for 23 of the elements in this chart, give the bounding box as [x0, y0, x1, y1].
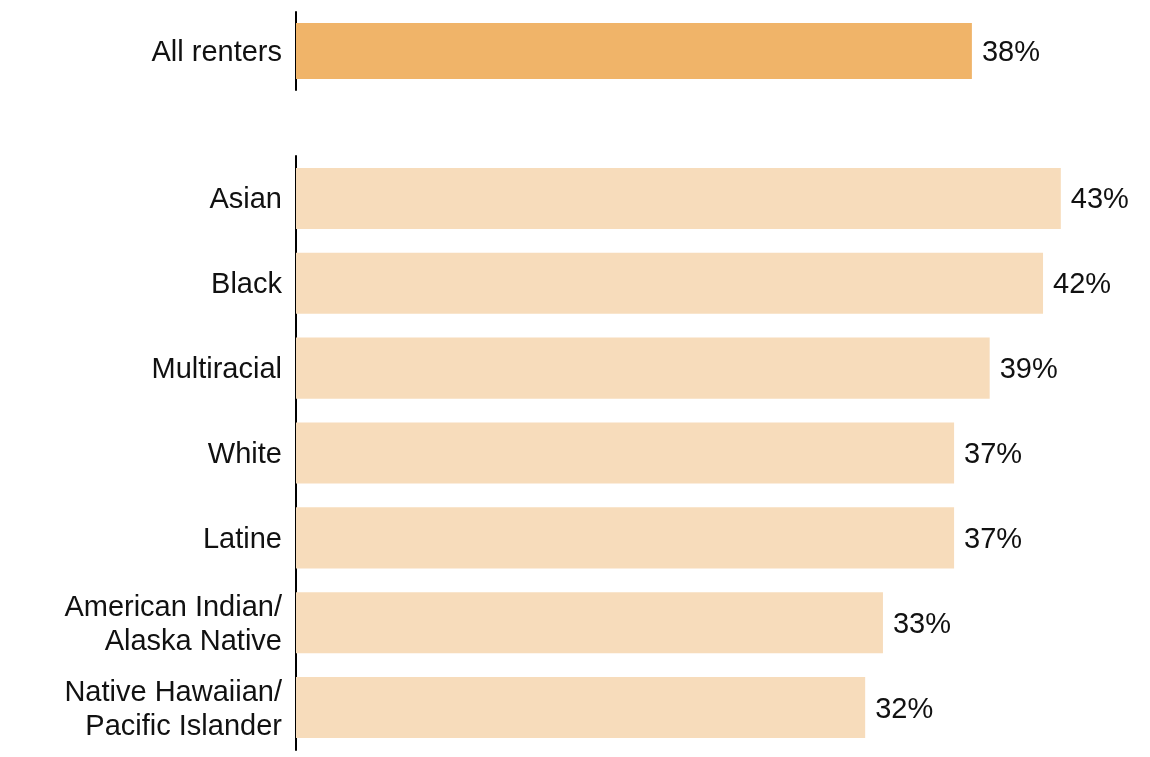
data-label: 37% [964, 521, 1023, 554]
y-tick-label: Asian [209, 182, 282, 215]
y-tick-label: Black [211, 267, 283, 300]
data-label: 32% [875, 691, 934, 724]
data-label: 39% [999, 352, 1058, 385]
y-tick-label: American Indian/ Alaska Native [64, 589, 283, 656]
y-tick-label: White [207, 437, 282, 469]
y-tick-label: Latine [202, 521, 282, 554]
bar [296, 422, 955, 484]
y-tick-label: Native Hawaiian/ Pacific Islander [64, 674, 283, 741]
data-label: 37% [964, 437, 1023, 469]
bar [296, 167, 1061, 229]
data-label: 42% [1053, 267, 1112, 300]
data-label: 38% [981, 35, 1040, 67]
y-tick-label: Multiracial [151, 352, 282, 385]
data-label: 43% [1070, 182, 1129, 215]
bar [296, 592, 883, 654]
bar [296, 677, 866, 739]
bar [296, 507, 955, 569]
y-tick-label: All renters [151, 35, 282, 67]
bar [296, 337, 990, 399]
data-label: 33% [892, 606, 951, 639]
bar [296, 252, 1044, 314]
